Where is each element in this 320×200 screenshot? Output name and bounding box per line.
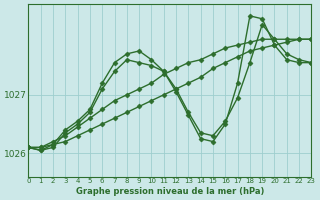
X-axis label: Graphe pression niveau de la mer (hPa): Graphe pression niveau de la mer (hPa) (76, 187, 264, 196)
